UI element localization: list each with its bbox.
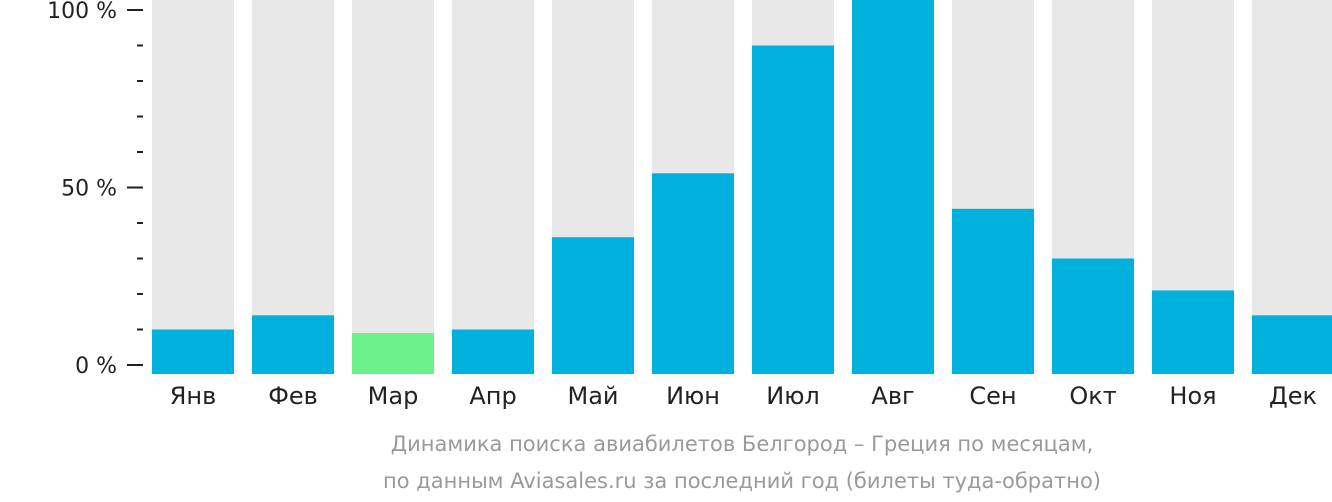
x-tick-label: Янв — [170, 382, 217, 410]
bar — [552, 237, 634, 374]
bar-background — [252, 0, 334, 374]
bar — [352, 333, 434, 374]
y-tick-label: 0 % — [75, 354, 117, 379]
x-tick-label: Апр — [469, 382, 516, 410]
x-tick-label: Авг — [871, 382, 914, 410]
x-tick-label: Мар — [368, 382, 419, 410]
x-tick-label: Июл — [766, 382, 820, 410]
bar — [1052, 258, 1134, 374]
y-axis: 0 % 50 % 100 % — [47, 0, 143, 379]
bar-background — [152, 0, 234, 374]
bar-background — [452, 0, 534, 374]
bar — [452, 329, 534, 374]
bar — [252, 315, 334, 374]
caption-line-2: по данным Aviasales.ru за последний год … — [383, 469, 1101, 493]
bar — [952, 208, 1034, 374]
bar — [652, 173, 734, 374]
y-tick-label: 50 % — [61, 177, 117, 202]
bar — [1152, 290, 1234, 374]
x-tick-label: Июн — [666, 382, 720, 410]
bar-background — [1252, 0, 1332, 374]
x-axis-labels: Янв Фев Мар Апр Май Июн Июл Авг Сен Окт Ноя Дек — [170, 382, 1317, 410]
bar — [152, 329, 234, 374]
caption-line-1: Динамика поиска авиабилетов Белгород – Г… — [391, 432, 1094, 456]
y-tick-label: 100 % — [47, 0, 117, 24]
bars — [152, 0, 1332, 374]
x-tick-label: Дек — [1269, 382, 1317, 410]
bar — [752, 45, 834, 374]
bar-background — [352, 0, 434, 374]
x-tick-label: Сен — [969, 382, 1016, 410]
bar — [852, 0, 934, 374]
x-tick-label: Фев — [268, 382, 318, 410]
x-tick-label: Ноя — [1169, 382, 1216, 410]
x-tick-label: Май — [567, 382, 618, 410]
x-tick-label: Окт — [1069, 382, 1116, 410]
bar — [1252, 315, 1332, 374]
